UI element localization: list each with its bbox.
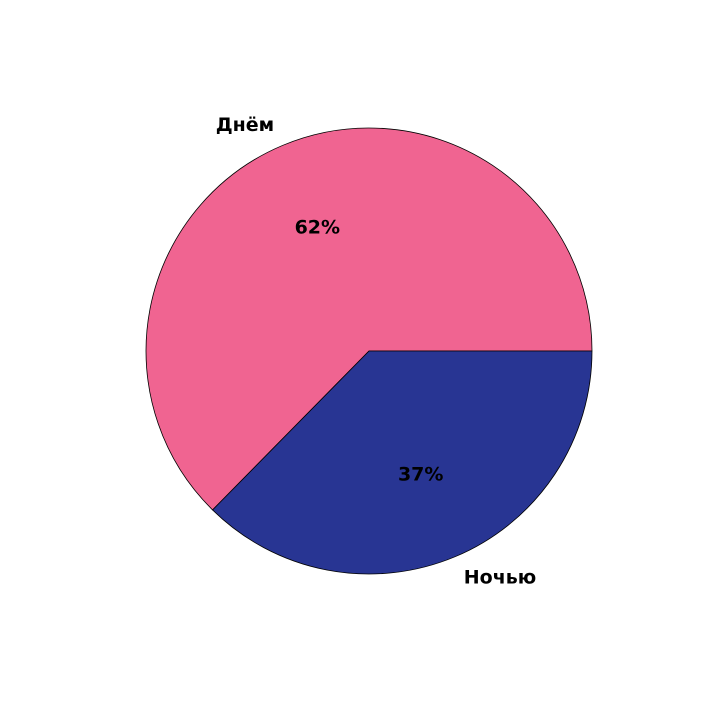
slice-percent-label-1: 62% [295, 217, 340, 239]
pie-labels: Днём 62% Ночью 37% [216, 114, 536, 589]
slice-category-label-2: Ночью [464, 566, 536, 588]
slice-category-label-1: Днём [216, 114, 274, 136]
pie-slice-1 [145, 127, 593, 511]
pie-slice-2 [212, 350, 593, 575]
slice-percent-label-2: 37% [398, 463, 443, 485]
pie-slices [145, 127, 593, 575]
